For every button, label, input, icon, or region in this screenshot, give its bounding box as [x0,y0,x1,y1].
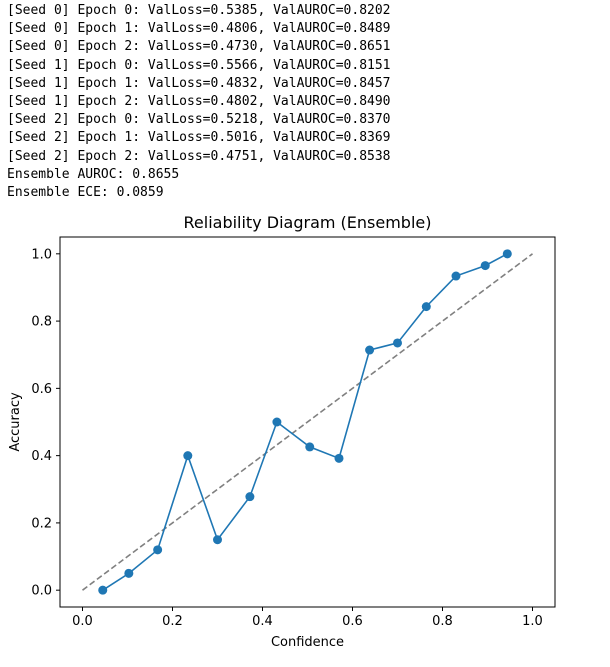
data-point [272,417,282,427]
axes-frame [59,236,556,608]
x-tick-label: 0.8 [432,614,453,629]
x-tick-label: 0.0 [72,614,93,629]
console-output: [Seed 0] Epoch 0: ValLoss=0.5385, ValAUR… [7,2,391,202]
data-point [213,535,222,545]
y-tick-label: 0.4 [31,449,52,464]
data-point [305,442,315,452]
y-axis-ticks: 0.0 0.2 0.4 0.6 0.8 1.0 [31,247,60,599]
x-tick-label: 1.0 [522,614,543,629]
reliability-diagram-chart: 0.0 0.2 0.4 0.6 0.8 1.0 0.0 0.2 0.4 0.6 0.8 1.0 Re… [8,213,556,650]
y-axis-label: Accuracy [8,392,23,452]
x-tick-label: 0.2 [162,614,183,629]
data-point [334,453,344,463]
data-point [365,345,375,355]
log-line: [Seed 1] Epoch 1: ValLoss=0.4832, ValAUR… [7,75,391,91]
chart-title: Reliability Diagram (Ensemble) [184,213,432,232]
plot-area [82,249,533,595]
data-point [393,338,402,348]
y-tick-label: 1.0 [31,247,52,262]
log-line: [Seed 0] Epoch 0: ValLoss=0.5385, ValAUR… [7,3,391,18]
data-point [480,261,490,271]
data-point [183,451,193,461]
x-tick-label: 0.4 [252,614,273,629]
log-line: [Seed 0] Epoch 2: ValLoss=0.4730, ValAUR… [7,39,391,55]
x-axis-ticks: 0.0 0.2 0.4 0.6 0.8 1.0 [72,607,543,629]
x-axis-label: Confidence [271,635,344,650]
perfect-calibration-line [82,253,533,591]
log-line: [Seed 1] Epoch 0: ValLoss=0.5566, ValAUR… [7,57,391,73]
accuracy-line [102,253,508,591]
data-point [245,492,255,502]
log-line: [Seed 2] Epoch 2: ValLoss=0.4751, ValAUR… [7,148,391,164]
log-line: [Seed 2] Epoch 0: ValLoss=0.5218, ValAUR… [7,112,391,128]
log-line: Ensemble ECE: 0.0859 [7,184,164,200]
y-tick-label: 0.0 [31,584,52,599]
log-line: Ensemble AUROC: 0.8655 [7,166,180,182]
data-point [153,545,163,555]
data-point [502,249,512,259]
data-point [451,271,461,281]
data-point [421,302,431,312]
x-tick-label: 0.6 [342,614,363,629]
log-line: [Seed 2] Epoch 1: ValLoss=0.5016, ValAUR… [7,130,391,146]
y-tick-label: 0.2 [31,516,52,531]
y-tick-label: 0.6 [31,382,52,397]
data-point [124,568,134,578]
log-line: [Seed 1] Epoch 2: ValLoss=0.4802, ValAUR… [7,93,391,109]
y-tick-label: 0.8 [31,315,52,330]
log-line: [Seed 0] Epoch 1: ValLoss=0.4806, ValAUR… [7,21,391,37]
data-point [98,585,108,595]
